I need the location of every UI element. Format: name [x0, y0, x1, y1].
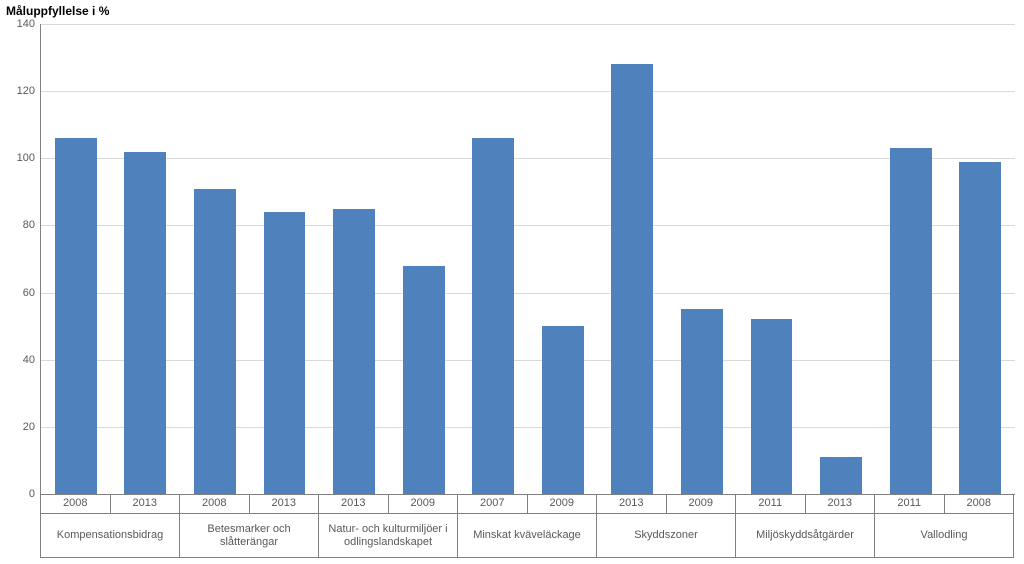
bar	[959, 162, 1001, 494]
y-tick-label: 80	[23, 219, 41, 231]
y-tick-label: 140	[17, 18, 41, 30]
gridline	[41, 225, 1015, 226]
x-tick-year: 2013	[806, 494, 876, 514]
bar	[542, 326, 584, 494]
y-tick-label: 120	[17, 85, 41, 97]
x-tick-year: 2013	[250, 494, 320, 514]
x-tick-group: Vallodling	[875, 514, 1014, 558]
x-tick-year: 2008	[180, 494, 250, 514]
x-tick-year: 2008	[945, 494, 1015, 514]
x-tick-year: 2013	[319, 494, 389, 514]
gridline	[41, 427, 1015, 428]
x-tick-year: 2008	[40, 494, 111, 514]
bar	[890, 148, 932, 494]
x-tick-year: 2011	[736, 494, 806, 514]
x-tick-year: 2009	[528, 494, 598, 514]
x-tick-year: 2007	[458, 494, 528, 514]
bar	[472, 138, 514, 494]
bar	[681, 309, 723, 494]
gridline	[41, 24, 1015, 25]
y-tick-label: 60	[23, 287, 41, 299]
gridline	[41, 293, 1015, 294]
y-tick-label: 100	[17, 152, 41, 164]
x-tick-group: Minskat kväveläckage	[458, 514, 597, 558]
bar	[55, 138, 97, 494]
gridline	[41, 158, 1015, 159]
bar	[611, 64, 653, 494]
bar	[751, 319, 793, 494]
bar	[333, 209, 375, 494]
y-tick-label: 40	[23, 354, 41, 366]
bar	[403, 266, 445, 494]
chart-plot-area: 020406080100120140	[40, 24, 1015, 495]
x-axis-year-row: 2008201320082013201320092007200920132009…	[40, 494, 1014, 514]
x-tick-year: 2009	[389, 494, 459, 514]
x-tick-group: Miljöskyddsåtgärder	[736, 514, 875, 558]
x-tick-year: 2013	[111, 494, 181, 514]
bar	[194, 189, 236, 495]
bar	[124, 152, 166, 494]
x-tick-year: 2011	[875, 494, 945, 514]
x-tick-group: Skyddszoner	[597, 514, 736, 558]
x-tick-group: Betesmarker och slåtterängar	[180, 514, 319, 558]
x-tick-group: Natur- och kulturmiljöer i odlingslandsk…	[319, 514, 458, 558]
y-tick-label: 20	[23, 421, 41, 433]
chart-title: Måluppfyllelse i %	[6, 4, 109, 18]
x-axis-group-row: KompensationsbidragBetesmarker och slått…	[40, 514, 1014, 558]
x-tick-group: Kompensationsbidrag	[40, 514, 180, 558]
bar	[820, 457, 862, 494]
gridline	[41, 91, 1015, 92]
x-axis-category-box: 2008201320082013201320092007200920132009…	[40, 494, 1014, 558]
gridline	[41, 360, 1015, 361]
bar	[264, 212, 306, 494]
x-tick-year: 2009	[667, 494, 737, 514]
x-tick-year: 2013	[597, 494, 667, 514]
